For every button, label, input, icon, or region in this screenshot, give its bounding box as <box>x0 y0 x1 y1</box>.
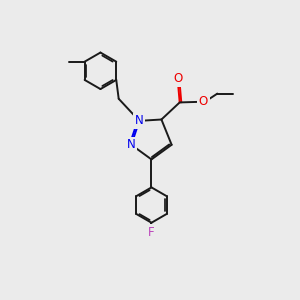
Text: O: O <box>174 72 183 86</box>
Text: N: N <box>135 114 144 128</box>
Text: F: F <box>148 226 155 238</box>
Text: O: O <box>199 95 208 108</box>
Text: N: N <box>127 138 136 151</box>
